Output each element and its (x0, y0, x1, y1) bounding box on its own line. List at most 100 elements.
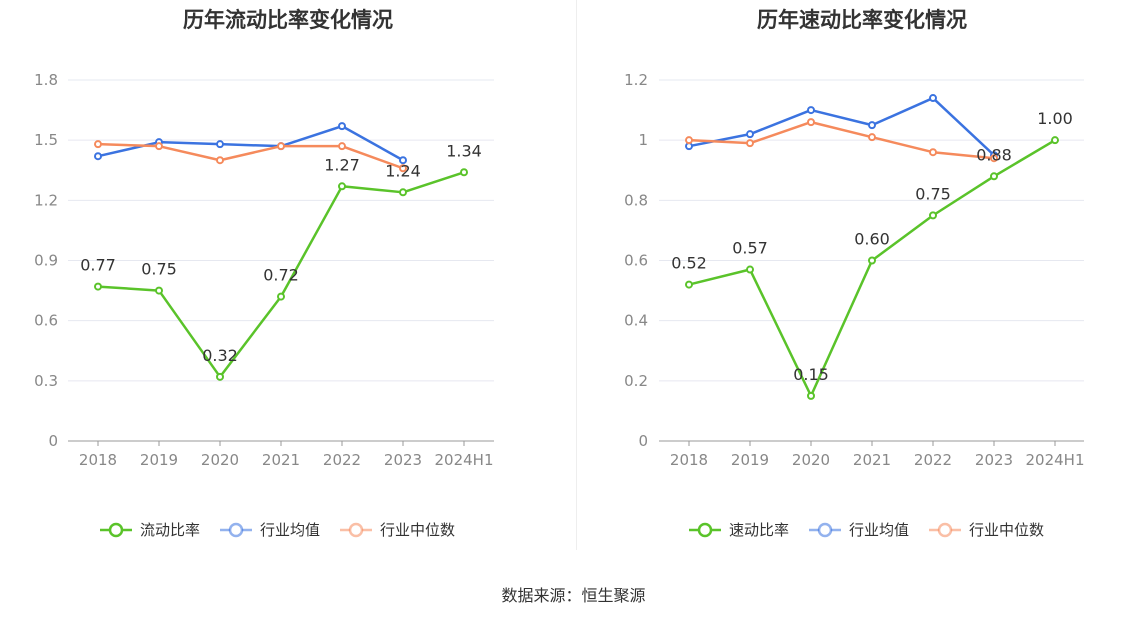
data-label: 0.75 (141, 260, 177, 279)
data-label: 1.27 (324, 155, 360, 174)
panel-divider (576, 0, 577, 550)
x-tick-label: 2023 (975, 451, 1013, 469)
data-point (155, 286, 163, 295)
y-tick-label: 0.4 (624, 312, 648, 330)
legend-label: 行业均值 (849, 521, 909, 539)
y-tick-label: 0.3 (34, 372, 58, 390)
data-point (399, 156, 407, 165)
x-tick-label: 2022 (323, 451, 361, 469)
data-point (277, 142, 285, 151)
data-label: 0.57 (732, 239, 768, 258)
data-label: 0.15 (793, 365, 829, 384)
y-tick-label: 0.8 (624, 191, 648, 209)
data-point (807, 106, 815, 115)
x-tick-label: 2019 (731, 451, 769, 469)
data-point (685, 280, 693, 289)
data-point (929, 94, 937, 103)
data-point (746, 139, 754, 148)
x-tick-label: 2022 (914, 451, 952, 469)
data-label: 1.00 (1037, 109, 1073, 128)
y-tick-label: 0.2 (624, 372, 648, 390)
data-point (399, 188, 407, 197)
data-label: 0.75 (915, 184, 951, 203)
data-label: 0.88 (976, 145, 1012, 164)
data-point (868, 133, 876, 142)
data-point (685, 136, 693, 145)
y-tick-label: 1.2 (624, 71, 648, 89)
data-label: 0.52 (671, 254, 707, 273)
x-tick-label: 2020 (792, 451, 830, 469)
data-label: 1.34 (446, 141, 482, 160)
data-point (277, 292, 285, 301)
legend-marker (937, 522, 953, 538)
y-tick-label: 1.5 (34, 131, 58, 149)
y-tick-label: 1.2 (34, 191, 58, 209)
x-tick-label: 2024H1 (435, 451, 494, 469)
x-tick-label: 2023 (384, 451, 422, 469)
data-label: 0.60 (854, 230, 890, 249)
data-point (338, 182, 346, 191)
data-point (807, 391, 815, 400)
data-point (94, 140, 102, 149)
data-point (990, 154, 998, 163)
current-ratio-panel: 历年流动比率变化情况 0 0.3 0.6 0.9 1.2 1.5 1.8 2018 2019 20… (0, 0, 576, 560)
legend-marker (348, 522, 364, 538)
y-tick-label: 1.8 (34, 71, 58, 89)
legend-label: 行业中位数 (969, 521, 1044, 539)
data-label: 0.77 (80, 256, 116, 275)
data-point (460, 168, 468, 177)
data-point (1051, 136, 1059, 145)
data-point (338, 142, 346, 151)
x-tick-label: 2018 (670, 451, 708, 469)
data-point (94, 282, 102, 291)
y-tick-label: 1 (638, 131, 648, 149)
data-point (94, 152, 102, 161)
data-point (216, 140, 224, 149)
x-tick-label: 2020 (201, 451, 239, 469)
x-tick-label: 2021 (853, 451, 891, 469)
current-ratio-chart: 0 0.3 0.6 0.9 1.2 1.5 1.8 2018 2019 2020 2021 2022 2… (34, 71, 494, 539)
data-point (338, 122, 346, 131)
data-source-note: 数据来源：恒生聚源 (501, 586, 646, 605)
x-tick-label: 2024H1 (1026, 451, 1085, 469)
quick-ratio-chart: 0 0.2 0.4 0.6 0.8 1 1.2 2018 2019 2020 2021 2022 202… (624, 71, 1085, 539)
legend-marker (228, 522, 244, 538)
x-tick-label: 2019 (140, 451, 178, 469)
chart-title: 历年流动比率变化情况 (183, 8, 393, 32)
data-point (868, 256, 876, 265)
series-line (688, 96, 995, 157)
legend-marker (108, 522, 124, 538)
series-line (688, 120, 995, 160)
x-tick-label: 2018 (79, 451, 117, 469)
series-line (97, 124, 404, 162)
data-point (746, 265, 754, 274)
data-point (746, 130, 754, 139)
data-label: 0.72 (263, 266, 299, 285)
y-tick-label: 0 (638, 432, 648, 450)
series-line (97, 142, 404, 170)
y-tick-label: 0.9 (34, 252, 58, 270)
data-point (868, 121, 876, 130)
legend-marker (697, 522, 713, 538)
y-tick-label: 0.6 (34, 312, 58, 330)
y-tick-label: 0 (48, 432, 58, 450)
chart-title: 历年速动比率变化情况 (757, 8, 967, 32)
series-line (688, 139, 1056, 398)
data-point (216, 156, 224, 165)
data-point (807, 118, 815, 127)
quick-ratio-panel: 历年速动比率变化情况 0 0.2 0.4 0.6 0.8 1 1.2 2018 2019 2020… (577, 0, 1147, 560)
data-point (929, 148, 937, 157)
legend-marker (817, 522, 833, 538)
data-point (155, 142, 163, 151)
y-tick-label: 0.6 (624, 252, 648, 270)
legend-label: 速动比率 (729, 521, 789, 539)
x-tick-label: 2021 (262, 451, 300, 469)
data-label: 1.24 (385, 161, 421, 180)
legend-label: 行业均值 (260, 521, 320, 539)
legend-label: 流动比率 (140, 521, 200, 539)
legend-label: 行业中位数 (380, 521, 455, 539)
data-label: 0.32 (202, 346, 238, 365)
data-point (399, 164, 407, 173)
data-point (929, 211, 937, 220)
data-point (990, 172, 998, 181)
